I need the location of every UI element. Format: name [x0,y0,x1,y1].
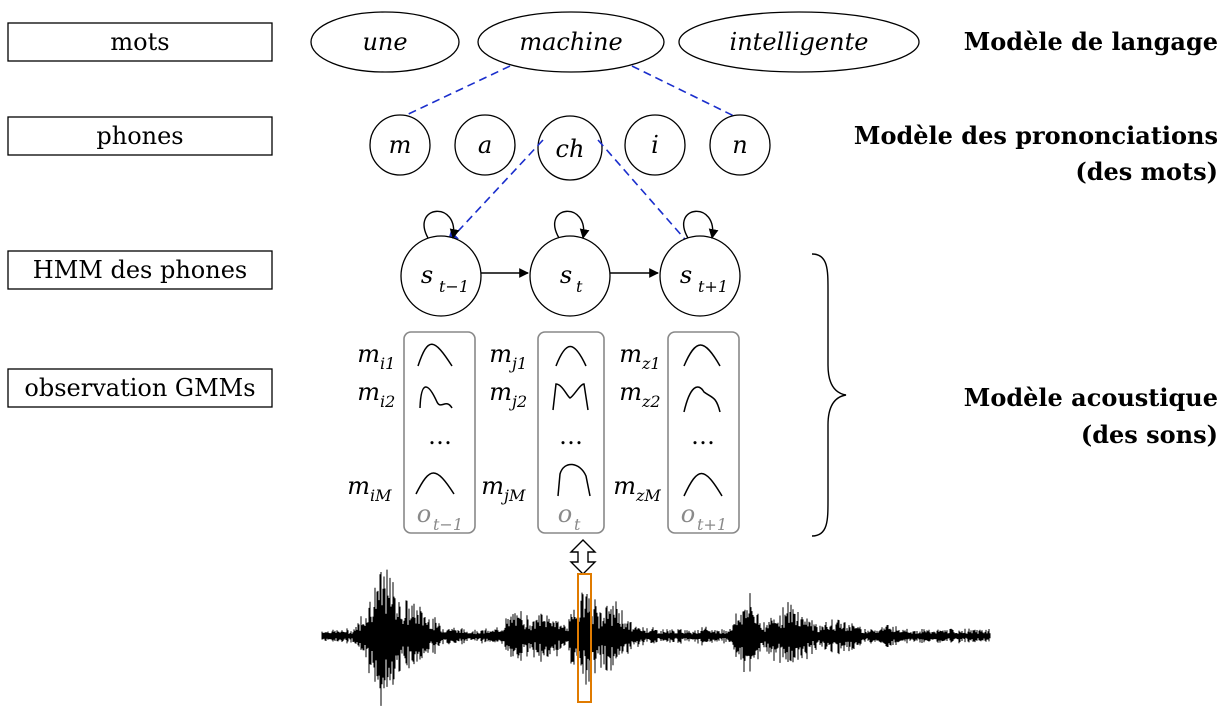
gmm-2-mix-M-base: m [481,472,504,500]
gmm-3-ellipsis: … [691,422,715,450]
pronunciation-model-sublabel: (des mots) [1075,157,1218,186]
waveform-trace [321,569,991,706]
gmm-3-curve-M [683,473,723,497]
frame-highlight [577,573,592,703]
phone-m-text: m [389,131,412,159]
gmm-1-obs-base: o [417,500,431,528]
phone-ch-text: ch [556,135,585,163]
gmm-3-obs-sub: t+1 [697,515,727,534]
left-label-hmm: HMM des phones [7,250,273,290]
gmm-column-2: m j1 m j2 m jM … o t [481,331,605,534]
hmm-state-t-sub: t [576,277,583,296]
gmm-3-mix-1-sub: z1 [641,354,661,373]
phone-n: n [709,114,771,176]
gmm-2-mix-1-base: m [489,340,512,368]
hmm-state-t-plus-1-base: s [680,261,692,289]
gmm-1-curve-1 [417,343,453,367]
left-label-words: mots [7,22,273,62]
phone-ch: ch [537,115,603,181]
gmm-1-mix-M-sub: iM [370,486,392,505]
left-label-gmm-text: observation GMMs [24,374,255,402]
gmm-2-mix-1-sub: j1 [509,354,527,373]
phone-m: m [369,114,431,176]
hmm-state-t-minus-1-sub: t−1 [439,277,469,296]
dashed-link-machine-m [399,65,511,119]
gmm-2-mix-2-sub: j2 [509,392,527,411]
pronunciation-model-label: Modèle des prononciations [854,121,1218,150]
dashed-link-machine-n [631,65,739,119]
gmm-column-1: m i1 m i2 m iM … o t−1 [347,331,476,534]
gmm-3-obs-base: o [681,500,695,528]
gmm-1-mix-2-base: m [357,378,380,406]
left-label-phones: phones [7,116,273,156]
word-une: une [310,11,460,73]
hmm-state-t-base: s [560,261,572,289]
gmm-1-mix-M-base: m [347,472,370,500]
language-model-label: Modèle de langage [964,27,1218,56]
gmm-1-ellipsis: … [428,422,452,450]
gmm-2-mix-M-sub: jM [501,486,526,505]
hmm-state-t-minus-1: s t−1 [400,235,482,317]
acoustic-model-sublabel: (des sons) [1081,420,1218,449]
gmm-3-curve-1 [683,344,721,367]
hmm-state-t-plus-1-sub: t+1 [698,277,728,296]
gmm-column-3: m z1 m z2 m zM … o t+1 [613,331,740,534]
gmm-3-mix-1-base: m [619,340,642,368]
phone-i: i [624,114,686,176]
gmm-1-mix-2-sub: i2 [380,392,395,411]
gmm-2-curve-1 [555,345,587,367]
gmm-2-obs-sub: t [574,515,581,534]
gmm-2-curve-2 [552,383,589,411]
word-machine-text: machine [519,28,622,56]
dashed-link-ch-state-left [447,139,544,243]
word-une-text: une [362,28,407,56]
word-intelligente-text: intelligente [730,28,869,56]
hmm-state-t-minus-1-base: s [421,261,433,289]
double-arrow-icon [569,539,597,575]
self-loop-t-plus-1 [682,210,719,239]
gmm-2-obs-base: o [558,500,572,528]
phone-n-text: n [732,131,747,159]
dashed-link-ch-state-right [597,139,691,246]
phone-a: a [454,114,516,176]
word-machine: machine [477,11,665,73]
acoustic-brace [811,253,847,537]
gmm-1-mix-1-sub: i1 [380,354,395,373]
phone-a-text: a [478,131,492,159]
hmm-state-t-plus-1: s t+1 [659,235,741,317]
acoustic-model-label: Modèle acoustique [964,383,1218,412]
gmm-2-curve-M [557,463,591,497]
gmm-1-mix-1-base: m [357,340,380,368]
gmm-1-obs-sub: t−1 [433,515,463,534]
gmm-2-ellipsis: … [559,422,583,450]
left-label-words-text: mots [110,28,169,56]
gmm-3-mix-2-base: m [619,378,642,406]
left-label-hmm-text: HMM des phones [33,256,247,284]
gmm-3-curve-2 [683,386,721,413]
hmm-state-t: s t [529,235,611,317]
left-label-gmm: observation GMMs [7,368,273,408]
gmm-3-mix-M-base: m [613,472,636,500]
gmm-1-curve-2 [419,386,453,409]
self-loop-t [553,210,590,239]
self-loop-t-minus-1 [423,210,460,239]
gmm-3-mix-M-sub: zM [635,486,661,505]
gmm-2-mix-2-base: m [489,378,512,406]
audio-waveform [321,569,991,706]
left-label-phones-text: phones [96,122,183,150]
gmm-1-curve-M [415,472,455,495]
phone-i-text: i [651,131,659,159]
gmm-3-mix-2-sub: z2 [641,392,661,411]
word-intelligente: intelligente [678,11,920,73]
